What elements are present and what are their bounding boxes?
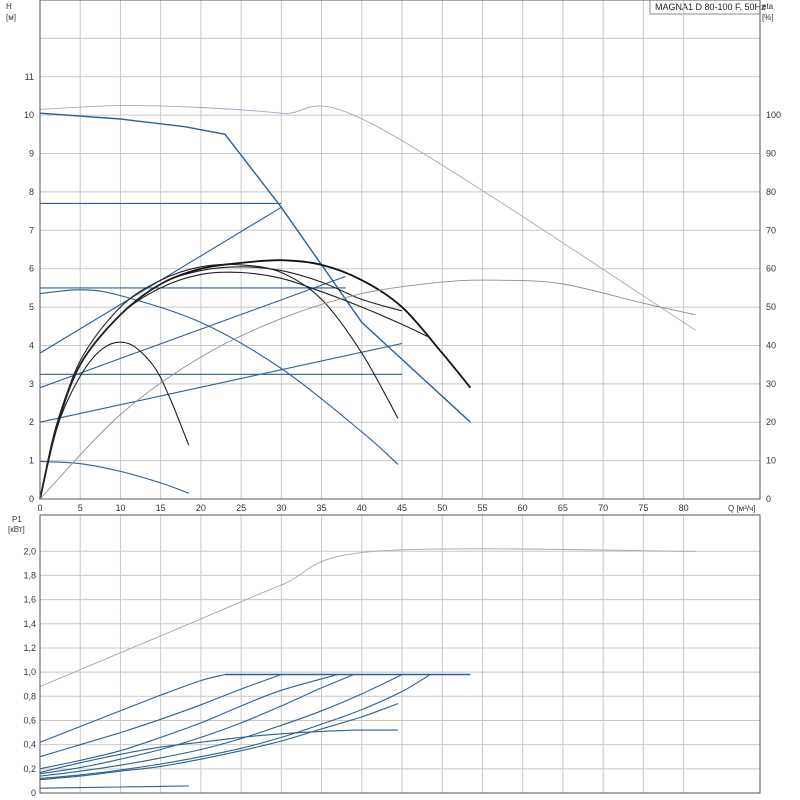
- x-tick-label: 75: [638, 503, 648, 513]
- x-tick-label: 70: [598, 503, 608, 513]
- top-plot-ticks: 0 5 10 15 20 25 30 35 40 45 50 55 60 65 70 75 8001234567…: [24, 72, 781, 513]
- curve-p1: [39, 674, 403, 777]
- curve-eta-thin: [39, 279, 696, 500]
- x-tick-label: 35: [317, 503, 327, 513]
- curve-p1: [39, 673, 226, 743]
- curve-head-max: [39, 112, 471, 423]
- y-axis-unit-h: [м]: [6, 13, 16, 22]
- y2-tick-label: 80: [766, 187, 776, 197]
- p1-tick-label: 1,2: [23, 643, 36, 653]
- x-tick-label: 60: [518, 503, 528, 513]
- p1-tick-label: 0,6: [23, 715, 36, 725]
- x-tick-label: 65: [558, 503, 568, 513]
- bottom-plot-ticks: 0 0,2 0,4 0,6 0,8 1,0 1,2 1,4 1,6 1,8 2,0: [23, 546, 36, 798]
- curve-p1: [39, 673, 354, 775]
- x-axis-label: Q [м³/ч]: [728, 504, 755, 513]
- p1-tick-label: 1,4: [23, 619, 36, 629]
- x-tick-label: 10: [115, 503, 125, 513]
- curve-p1-max-twin: [39, 548, 696, 688]
- curve-eta: [39, 271, 431, 500]
- curve-head-max-twin: [39, 105, 696, 331]
- y2-tick-label: 90: [766, 149, 776, 159]
- curve-eta: [39, 341, 190, 500]
- bottom-plot-grid: [39, 515, 760, 793]
- curve-head-mid: [39, 289, 399, 465]
- p1-tick-label: 0,2: [23, 764, 36, 774]
- x-tick-label: 40: [357, 503, 367, 513]
- y-tick-label: 9: [29, 149, 34, 159]
- curve-p1: [39, 673, 338, 770]
- y-axis-label-p1: P1: [12, 515, 22, 524]
- curve-eta-max: [39, 259, 472, 500]
- y2-tick-label: 40: [766, 340, 776, 350]
- y2-tick-label: 0: [766, 494, 771, 504]
- p1-tick-label: 1,0: [23, 667, 36, 677]
- y-axis-unit-p1: [кВт]: [8, 525, 25, 534]
- curve-p1: [39, 729, 399, 774]
- curve-p1: [39, 674, 431, 780]
- p1-tick-label: 0: [31, 788, 36, 798]
- y-tick-label: 5: [29, 302, 34, 312]
- curve-eta: [39, 266, 403, 500]
- curve-p1: [39, 703, 399, 781]
- p1-tick-label: 0,4: [23, 740, 36, 750]
- y-tick-label: 1: [29, 456, 34, 466]
- curve-head-prop: [39, 342, 403, 423]
- y2-tick-label: 70: [766, 225, 776, 235]
- y-tick-label: 4: [29, 340, 34, 350]
- x-tick-label: 55: [477, 503, 487, 513]
- y2-tick-label: 100: [766, 110, 781, 120]
- top-plot-series: [39, 105, 696, 500]
- curve-p1: [39, 673, 282, 758]
- y-tick-label: 2: [29, 417, 34, 427]
- y-axis-label-h: H: [6, 2, 12, 11]
- y-tick-label: 3: [29, 379, 34, 389]
- y-tick-label: 11: [25, 72, 34, 82]
- y-tick-label: 8: [29, 187, 34, 197]
- p1-tick-label: 0,8: [23, 691, 36, 701]
- x-tick-label: 50: [437, 503, 447, 513]
- y2-axis-unit-eta: [%]: [762, 13, 774, 22]
- y-tick-label: 10: [24, 110, 34, 120]
- y2-tick-label: 10: [766, 456, 776, 466]
- y2-tick-label: 60: [766, 264, 776, 274]
- y-tick-label: 7: [29, 225, 34, 235]
- p1-tick-label: 2,0: [23, 546, 36, 556]
- x-tick-label: 45: [397, 503, 407, 513]
- p1-tick-label: 1,6: [23, 595, 36, 605]
- top-plot-grid: [39, 0, 760, 499]
- bottom-plot-frame: [39, 514, 761, 794]
- bottom-plot-series: [39, 548, 696, 789]
- y2-axis-label-eta: eta: [762, 2, 774, 11]
- x-tick-label: 80: [679, 503, 689, 513]
- curve-p1-min: [39, 785, 189, 789]
- y2-tick-label: 50: [766, 302, 776, 312]
- p1-tick-label: 1,8: [23, 570, 36, 580]
- curve-head-prop: [39, 275, 346, 389]
- x-tick-label: 20: [196, 503, 206, 513]
- y2-tick-label: 20: [766, 417, 776, 427]
- x-tick-label: 25: [236, 503, 246, 513]
- y-tick-label: 0: [29, 494, 34, 504]
- x-tick-label: 15: [156, 503, 166, 513]
- chart-title: MAGNA1 D 80-100 F, 50Hz: [655, 2, 766, 12]
- x-tick-label: 0: [37, 503, 42, 513]
- top-plot-frame: [39, 0, 761, 500]
- x-tick-label: 5: [78, 503, 83, 513]
- x-tick-label: 30: [276, 503, 286, 513]
- y2-tick-label: 30: [766, 379, 776, 389]
- curve-head-min: [39, 460, 189, 494]
- y-tick-label: 6: [29, 264, 34, 274]
